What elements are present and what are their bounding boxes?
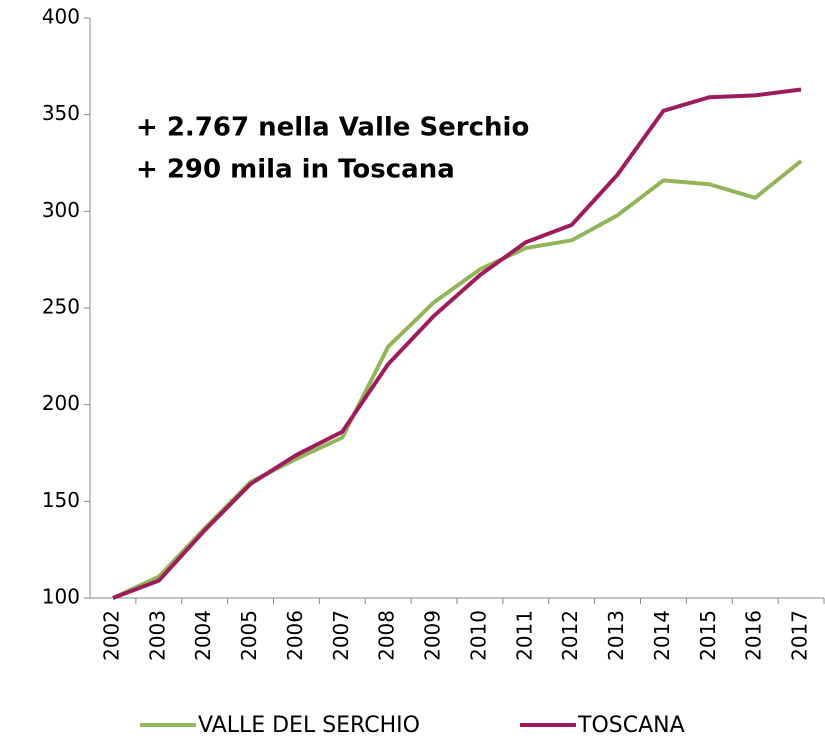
y-tick-label: 100 [42,585,80,609]
y-tick-label: 250 [42,295,80,319]
legend-label: VALLE DEL SERCHIO [198,713,420,738]
x-tick-label: 2002 [99,610,123,661]
series-line [112,159,803,600]
x-tick-label: 2016 [742,610,766,661]
x-tick-label: 2007 [329,610,353,661]
x-tick-label: 2005 [237,610,261,661]
x-tick-label: 2011 [512,610,536,661]
annotation: + 290 mila in Toscana [136,155,455,185]
x-tick-label: 2017 [788,610,812,661]
x-tick-label: 2009 [421,610,445,661]
x-tick-label: 2013 [604,610,628,661]
x-tick-label: 2008 [375,610,399,661]
x-tick-label: 2003 [145,610,169,661]
annotation: + 2.767 nella Valle Serchio [136,113,529,143]
series-line [112,87,802,600]
y-tick-label: 400 [42,5,80,29]
y-tick-label: 300 [42,198,80,222]
x-tick-label: 2006 [283,610,307,661]
x-tick-label: 2010 [466,610,490,661]
x-tick-label: 2015 [696,610,720,661]
x-tick-label: 2012 [558,610,582,661]
y-tick-label: 200 [42,391,80,415]
legend-label: TOSCANA [577,713,685,738]
y-tick-label: 150 [42,488,80,512]
y-tick-label: 350 [42,101,80,125]
x-tick-label: 2004 [191,610,215,661]
x-tick-label: 2014 [650,610,674,661]
